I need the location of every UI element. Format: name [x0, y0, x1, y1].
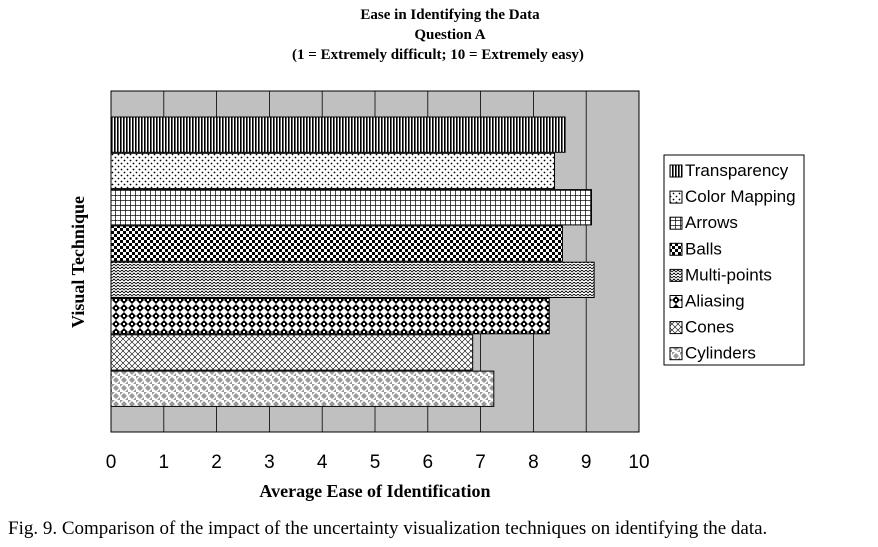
bar-multi-points [110, 261, 595, 299]
legend-swatch [669, 190, 683, 204]
figure-caption: Fig. 9. Comparison of the impact of the … [8, 518, 768, 539]
legend-label: Cylinders [685, 344, 756, 363]
x-tick-label: 10 [628, 452, 649, 473]
legend-label: Cones [685, 318, 734, 337]
x-tick-label: 2 [211, 452, 222, 473]
x-tick-label: 1 [159, 452, 170, 473]
legend-label: Aliasing [685, 292, 745, 311]
legend-label: Balls [685, 239, 722, 258]
x-tick-label: 6 [423, 452, 434, 473]
bar-aliasing [110, 298, 550, 335]
legend-box [663, 154, 805, 366]
x-tick-label: 4 [317, 452, 328, 473]
legend-swatch [669, 242, 683, 256]
x-tick-labels: 0 1 2 3 4 5 6 7 8 9 10 [106, 452, 650, 473]
x-tick-label: 5 [370, 452, 381, 473]
bar-balls [110, 225, 563, 262]
bar-transparency [110, 116, 566, 153]
legend-label: Arrows [685, 213, 738, 232]
legend-swatch [669, 295, 683, 308]
bar-arrows [110, 189, 592, 226]
bar-cones [110, 334, 474, 371]
x-tick-label: 0 [106, 452, 117, 473]
legend-swatch [669, 268, 683, 282]
chart-title-line-1: Ease in Identifying the Data [360, 7, 540, 23]
bars [110, 116, 595, 407]
legend-label: Multi-points [685, 265, 772, 284]
x-tick-label: 7 [475, 452, 486, 473]
chart-title: Ease in Identifying the Data Question A … [292, 7, 584, 63]
x-tick-label: 9 [581, 452, 592, 473]
bar-color-mapping [110, 152, 556, 190]
x-tick-label: 8 [528, 452, 539, 473]
bar-cylinders [110, 370, 495, 407]
chart-title-line-3: (1 = Extremely difficult; 10 = Extremely… [292, 47, 584, 63]
y-axis-label: Visual Technique [68, 196, 88, 328]
legend: Transparency Color Mapping Arrows Balls Mult… [663, 154, 805, 366]
legend-label: Color Mapping [685, 187, 796, 206]
x-axis-label: Average Ease of Identification [259, 481, 490, 501]
legend-swatch [669, 164, 683, 178]
legend-label: Transparency [685, 161, 789, 180]
legend-swatch [669, 216, 683, 230]
chart-title-line-2: Question A [414, 27, 485, 43]
chart-svg: Ease in Identifying the Data Question A … [68, 7, 805, 501]
legend-swatch [669, 321, 683, 335]
legend-swatch [669, 347, 683, 361]
x-tick-label: 3 [264, 452, 275, 473]
